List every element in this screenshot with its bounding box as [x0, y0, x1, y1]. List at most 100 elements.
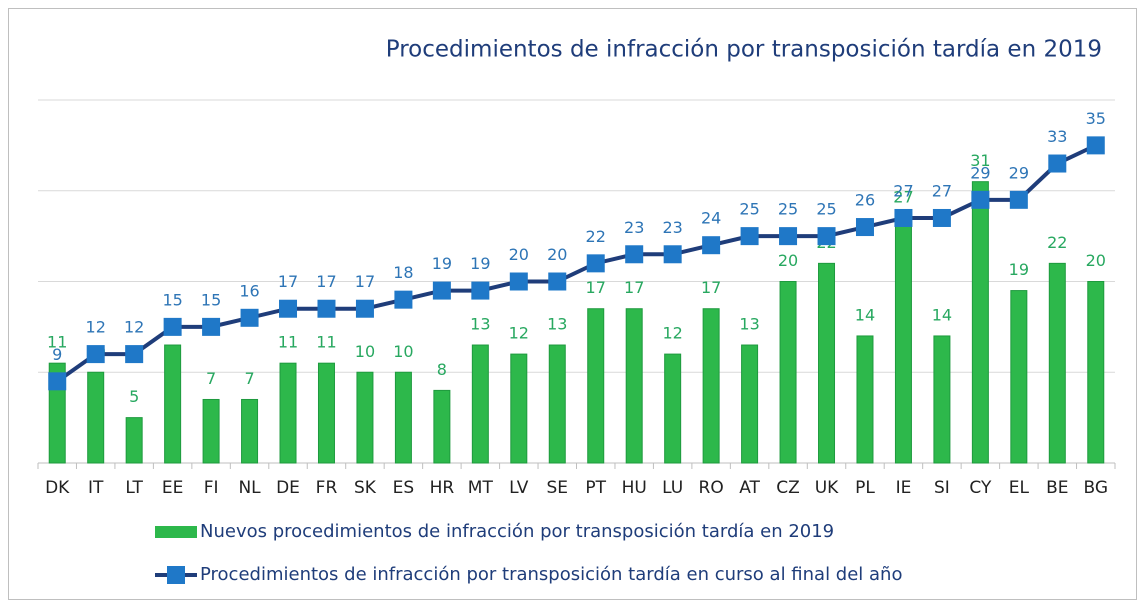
marker: [86, 345, 105, 364]
bar-label: 10: [355, 342, 375, 361]
x-tick-label: DE: [276, 478, 300, 498]
bar-label: 20: [778, 251, 798, 270]
x-tick-label: CY: [969, 478, 992, 498]
bar: [664, 353, 682, 464]
bar-label: 19: [1009, 260, 1029, 279]
line-label: 17: [278, 272, 298, 291]
line-label: 24: [701, 209, 721, 228]
line-label: 15: [162, 290, 182, 309]
line-label: 27: [893, 181, 913, 200]
x-tick-label: HU: [622, 478, 647, 498]
line-label: 19: [432, 254, 452, 273]
bar: [356, 371, 374, 464]
line-label: 29: [1009, 163, 1029, 182]
marker: [1086, 136, 1105, 155]
line-label: 17: [316, 272, 336, 291]
legend-label: Procedimientos de infracción por transpo…: [200, 564, 902, 585]
line-label: 25: [778, 200, 798, 219]
bar-label: 20: [1086, 251, 1106, 270]
x-tick-label: BE: [1046, 478, 1068, 498]
bar-label: 31: [970, 151, 990, 170]
line-label: 27: [932, 181, 952, 200]
x-tick-label: EE: [162, 478, 183, 498]
bar: [625, 308, 643, 464]
marker: [432, 281, 451, 300]
marker: [1048, 154, 1067, 173]
legend-swatch: [155, 526, 197, 538]
bar: [433, 389, 451, 464]
line-label: 15: [201, 290, 221, 309]
line-label: 12: [124, 318, 144, 337]
x-tick-label: FI: [204, 478, 219, 498]
line-label: 22: [586, 227, 606, 246]
line-label: 35: [1086, 109, 1106, 128]
marker: [932, 208, 951, 227]
x-tick-label: PL: [855, 478, 875, 498]
bar-label: 7: [244, 369, 254, 388]
bar-label: 13: [547, 315, 567, 334]
frame: [8, 8, 1137, 600]
bar-label: 22: [1047, 233, 1067, 252]
bar: [587, 308, 605, 464]
x-tick-label: LV: [509, 478, 529, 498]
bar: [933, 335, 951, 464]
line-label: 18: [393, 263, 413, 282]
bar-label: 27: [893, 187, 913, 206]
bar-label: 14: [932, 305, 952, 324]
bar: [1048, 262, 1066, 464]
bar-label: 17: [586, 278, 606, 297]
marker: [817, 227, 836, 246]
line-label: 25: [816, 200, 836, 219]
x-tick-label: LT: [125, 478, 143, 498]
bar-label: 17: [624, 278, 644, 297]
x-tick-label: UK: [815, 478, 839, 498]
line-label: 25: [739, 200, 759, 219]
bar: [241, 398, 259, 464]
line-label: 23: [624, 218, 644, 237]
bar-label: 14: [855, 305, 875, 324]
marker: [125, 345, 144, 364]
bar-label: 5: [129, 387, 139, 406]
bar-label: 7: [206, 369, 216, 388]
line-label: 12: [86, 318, 106, 337]
marker: [625, 245, 644, 264]
x-tick-label: PT: [585, 478, 606, 498]
line: [56, 143, 1097, 383]
marker: [1009, 190, 1028, 209]
marker: [855, 218, 874, 237]
line-label: 9: [52, 345, 62, 364]
marker: [355, 299, 374, 318]
line-label: 19: [470, 254, 490, 273]
bar: [1087, 281, 1105, 464]
bar: [125, 417, 143, 464]
bar-label: 11: [47, 333, 67, 352]
bar: [548, 344, 566, 464]
bar-label: 11: [278, 333, 298, 352]
bar: [741, 344, 759, 464]
x-tick-label: EL: [1009, 478, 1030, 498]
marker: [471, 281, 490, 300]
marker: [317, 299, 336, 318]
bar: [818, 262, 836, 464]
line-label: 26: [855, 191, 875, 210]
line-label: 20: [547, 245, 567, 264]
bar: [164, 344, 182, 464]
bar-label: 11: [316, 333, 336, 352]
marker: [163, 317, 182, 336]
bar: [471, 344, 489, 464]
marker: [586, 254, 605, 273]
x-tick-label: NL: [238, 478, 261, 498]
x-tick-label: FR: [316, 478, 338, 498]
bar: [317, 362, 335, 464]
legend-label: Nuevos procedimientos de infracción por …: [200, 521, 834, 542]
bar-label: 12: [509, 324, 529, 343]
line-label: 29: [970, 163, 990, 182]
marker: [394, 290, 413, 309]
bar: [510, 353, 528, 464]
line-label: 16: [239, 281, 259, 300]
bar-label: 17: [701, 278, 721, 297]
x-tick-label: ES: [393, 478, 415, 498]
marker: [509, 272, 528, 291]
legend-marker: [167, 566, 185, 584]
x-tick-label: SI: [934, 478, 950, 498]
